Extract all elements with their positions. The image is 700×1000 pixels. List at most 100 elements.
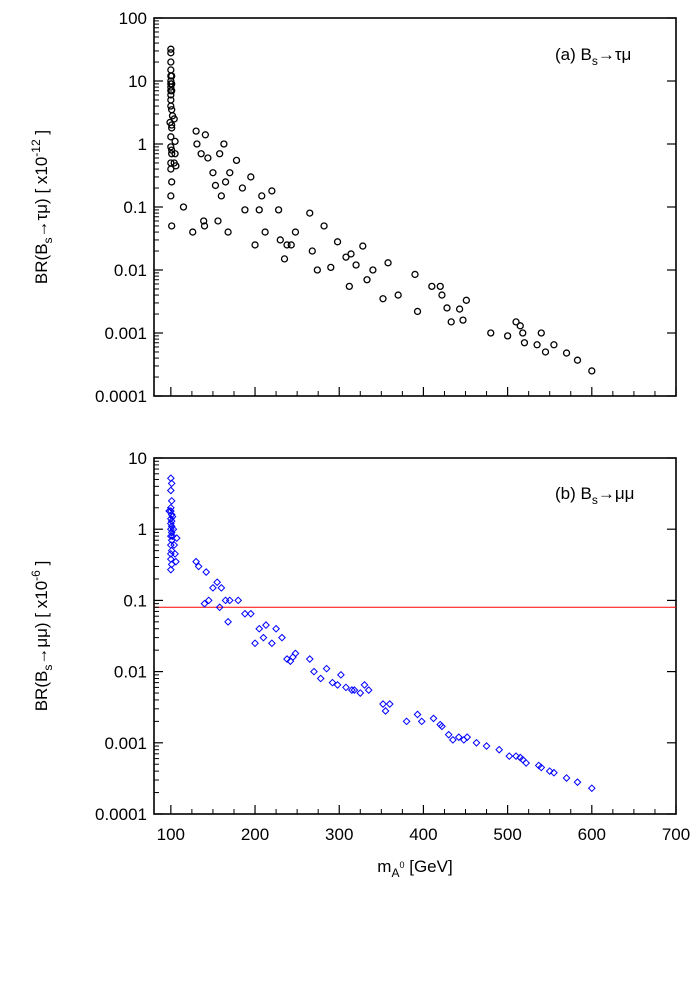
data-point bbox=[402, 717, 411, 726]
data-point bbox=[165, 507, 174, 515]
y-tick-label: 0.1 bbox=[123, 591, 147, 610]
data-point bbox=[384, 259, 392, 267]
data-point bbox=[516, 322, 524, 330]
data-point bbox=[533, 341, 541, 349]
panel-a-yticks: 0.0001 0.001 0.01 0.1 1 10 100 bbox=[95, 9, 676, 406]
data-point bbox=[167, 49, 175, 57]
x-tick-label: 100 bbox=[157, 825, 185, 844]
data-point bbox=[503, 332, 512, 340]
data-point bbox=[394, 291, 402, 299]
data-point bbox=[167, 517, 176, 525]
data-point bbox=[459, 316, 467, 324]
panel-b: 0.0001 0.001 0.01 0.1 1 10 100 200 300 400 500 600… bbox=[29, 449, 690, 880]
data-point bbox=[291, 228, 300, 236]
data-point bbox=[216, 150, 224, 158]
data-point bbox=[171, 137, 179, 146]
data-point bbox=[537, 329, 545, 337]
data-point bbox=[360, 681, 369, 689]
data-point bbox=[221, 178, 230, 186]
data-point bbox=[167, 45, 175, 53]
y-tick-label: 0.001 bbox=[104, 734, 147, 753]
y-tick-label: 10 bbox=[128, 72, 147, 91]
data-point bbox=[350, 686, 359, 694]
data-point bbox=[241, 609, 249, 618]
data-point bbox=[320, 222, 328, 230]
data-point bbox=[166, 519, 175, 528]
data-point bbox=[550, 341, 558, 349]
data-point bbox=[224, 228, 232, 236]
data-point bbox=[209, 583, 217, 592]
y-tick-label: 10 bbox=[128, 449, 147, 468]
data-point bbox=[226, 169, 234, 177]
data-point bbox=[550, 768, 558, 777]
data-point bbox=[166, 514, 175, 523]
y-tick-label: 0.01 bbox=[114, 261, 147, 280]
y-tick-label: 0.01 bbox=[114, 663, 147, 682]
data-point bbox=[168, 72, 176, 80]
data-point bbox=[573, 356, 582, 364]
data-point bbox=[541, 348, 550, 356]
data-point bbox=[369, 266, 377, 274]
data-point bbox=[211, 181, 220, 190]
data-point bbox=[482, 742, 491, 750]
data-point bbox=[495, 745, 504, 754]
data-point bbox=[462, 296, 471, 304]
x-tick-label: 300 bbox=[325, 825, 353, 844]
data-point bbox=[225, 596, 234, 605]
data-point bbox=[232, 156, 241, 165]
data-point bbox=[166, 565, 175, 574]
y-tick-label: 0.001 bbox=[104, 324, 147, 343]
data-point bbox=[306, 209, 314, 217]
panel-b-points bbox=[165, 474, 596, 793]
data-point bbox=[512, 752, 520, 761]
data-point bbox=[537, 763, 546, 772]
data-point bbox=[364, 686, 373, 694]
data-point bbox=[308, 247, 316, 255]
data-point bbox=[168, 178, 176, 186]
y-tick-label: 0.0001 bbox=[95, 387, 147, 406]
data-point bbox=[379, 295, 387, 303]
data-point bbox=[522, 759, 531, 767]
data-point bbox=[347, 686, 356, 694]
data-point bbox=[545, 767, 554, 776]
data-point bbox=[167, 91, 175, 99]
data-point bbox=[200, 217, 208, 225]
data-point bbox=[215, 603, 224, 612]
data-point bbox=[448, 735, 457, 744]
data-point bbox=[276, 236, 284, 244]
data-point bbox=[179, 203, 188, 211]
data-point bbox=[192, 127, 200, 135]
panel-b-ylabel: BR(Bs→μμ) [ x10-6 ] bbox=[29, 561, 55, 712]
data-point bbox=[189, 228, 197, 236]
data-point bbox=[167, 133, 175, 141]
data-point bbox=[347, 250, 355, 258]
data-point bbox=[171, 150, 179, 158]
data-point bbox=[170, 541, 179, 549]
panel-b-yticks: 0.0001 0.001 0.01 0.1 1 10 bbox=[95, 449, 676, 824]
data-point bbox=[519, 329, 527, 337]
data-point bbox=[255, 206, 263, 214]
data-point bbox=[192, 557, 201, 566]
data-point bbox=[168, 512, 177, 521]
data-point bbox=[328, 678, 337, 687]
data-point bbox=[209, 169, 217, 177]
panel-b-title: (b) Bs→μμ bbox=[555, 484, 634, 507]
data-point bbox=[342, 683, 350, 692]
data-point bbox=[168, 87, 176, 95]
data-point bbox=[167, 83, 175, 91]
data-point bbox=[472, 738, 481, 747]
data-point bbox=[166, 507, 175, 515]
data-point bbox=[310, 667, 318, 676]
data-point bbox=[171, 557, 180, 566]
data-point bbox=[305, 655, 314, 663]
data-point bbox=[385, 700, 394, 708]
data-point bbox=[587, 784, 596, 793]
data-point bbox=[454, 733, 463, 742]
data-point bbox=[246, 609, 255, 618]
data-point bbox=[168, 532, 177, 541]
panel-b-xticks: 100 200 300 400 500 600 700 bbox=[157, 805, 690, 844]
data-point bbox=[217, 192, 226, 200]
data-point bbox=[562, 349, 571, 357]
data-point bbox=[166, 486, 175, 495]
